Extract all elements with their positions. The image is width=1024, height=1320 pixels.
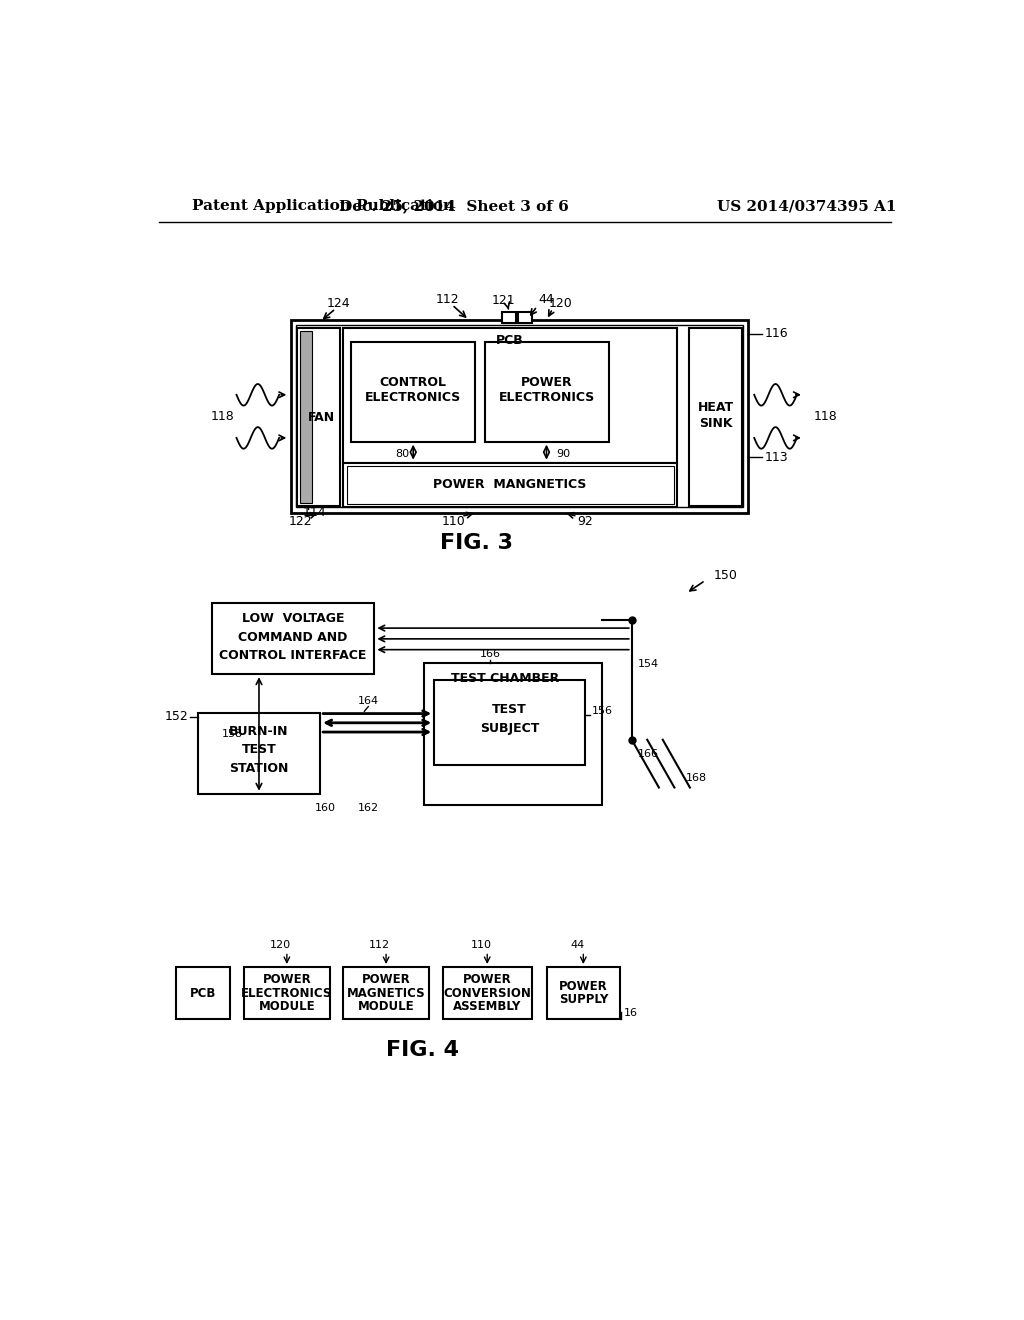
Text: POWER: POWER [262, 973, 311, 986]
Text: MODULE: MODULE [357, 999, 415, 1012]
Bar [212, 603, 375, 675]
Text: 166: 166 [638, 748, 659, 759]
Text: 92: 92 [578, 515, 593, 528]
Bar [424, 663, 602, 805]
Text: SINK: SINK [698, 417, 732, 430]
Text: 122: 122 [288, 515, 312, 528]
Text: CONTROL INTERFACE: CONTROL INTERFACE [219, 649, 367, 663]
Text: POWER  MANGNETICS: POWER MANGNETICS [433, 478, 587, 491]
Text: CONVERSION: CONVERSION [443, 986, 531, 999]
Text: 90: 90 [556, 449, 570, 459]
Text: 112: 112 [370, 940, 390, 950]
Text: HEAT: HEAT [697, 401, 733, 414]
Text: FIG. 3: FIG. 3 [440, 533, 513, 553]
Bar [343, 966, 429, 1019]
Text: 158: 158 [221, 730, 243, 739]
Text: 166: 166 [479, 648, 501, 659]
Text: US 2014/0374395 A1: US 2014/0374395 A1 [717, 199, 896, 213]
Text: TEST CHAMBER: TEST CHAMBER [452, 672, 559, 685]
Text: 44: 44 [570, 940, 585, 950]
Text: STATION: STATION [229, 762, 289, 775]
Bar [343, 327, 677, 462]
Bar [484, 342, 608, 442]
Text: 156: 156 [592, 706, 612, 717]
Bar [176, 966, 230, 1019]
Bar [291, 321, 748, 512]
Text: MODULE: MODULE [259, 999, 315, 1012]
Text: 124: 124 [327, 297, 350, 310]
Text: 110: 110 [441, 515, 465, 528]
Text: COMMAND AND: COMMAND AND [239, 631, 348, 644]
Text: 168: 168 [686, 774, 708, 783]
Text: CONTROL: CONTROL [380, 376, 446, 389]
Text: 121: 121 [492, 294, 515, 308]
Text: ASSEMBLY: ASSEMBLY [453, 999, 521, 1012]
Text: 44: 44 [539, 293, 554, 306]
Text: 116: 116 [765, 327, 788, 341]
Bar [198, 713, 321, 793]
Text: 118: 118 [211, 409, 234, 422]
Bar [300, 331, 311, 503]
Text: 118: 118 [814, 409, 838, 422]
Text: PCB: PCB [497, 334, 524, 347]
Text: 112: 112 [435, 293, 459, 306]
Text: FAN: FAN [308, 411, 335, 424]
Text: Patent Application Publication: Patent Application Publication [191, 199, 454, 213]
Text: 16: 16 [624, 1008, 638, 1018]
Text: BURN-IN: BURN-IN [229, 725, 289, 738]
Text: 120: 120 [270, 940, 291, 950]
Text: POWER: POWER [463, 973, 512, 986]
Text: 150: 150 [714, 569, 737, 582]
Text: FIG. 4: FIG. 4 [386, 1040, 459, 1060]
Bar [442, 966, 531, 1019]
Bar [503, 313, 516, 323]
Bar [689, 327, 741, 507]
Text: PCB: PCB [190, 986, 216, 999]
Text: POWER: POWER [559, 979, 607, 993]
Bar [434, 681, 586, 766]
Text: 162: 162 [357, 803, 379, 813]
Text: 114: 114 [303, 506, 327, 519]
Text: 80: 80 [395, 449, 410, 459]
Bar [346, 466, 674, 504]
Text: MAGNETICS: MAGNETICS [347, 986, 425, 999]
Bar [245, 966, 330, 1019]
Text: 152: 152 [165, 710, 188, 723]
Bar [296, 326, 742, 507]
Bar [343, 462, 677, 507]
Text: 160: 160 [315, 803, 336, 813]
Text: SUPPLY: SUPPLY [559, 993, 608, 1006]
Text: 113: 113 [765, 450, 788, 463]
Bar [547, 966, 621, 1019]
Bar [297, 327, 340, 507]
Text: ELECTRONICS: ELECTRONICS [242, 986, 333, 999]
Text: TEST: TEST [493, 704, 527, 717]
Text: ELECTRONICS: ELECTRONICS [366, 391, 462, 404]
Text: ELECTRONICS: ELECTRONICS [499, 391, 595, 404]
Text: TEST: TEST [242, 743, 276, 756]
Bar [518, 313, 531, 323]
Bar [351, 342, 475, 442]
Text: LOW  VOLTAGE: LOW VOLTAGE [242, 612, 344, 626]
Text: 120: 120 [549, 297, 572, 310]
Text: POWER: POWER [361, 973, 411, 986]
Text: 110: 110 [470, 940, 492, 950]
Text: 154: 154 [638, 659, 659, 669]
Text: 164: 164 [357, 696, 379, 706]
Text: Dec. 25, 2014  Sheet 3 of 6: Dec. 25, 2014 Sheet 3 of 6 [339, 199, 568, 213]
Text: POWER: POWER [520, 376, 572, 389]
Text: SUBJECT: SUBJECT [480, 722, 540, 735]
